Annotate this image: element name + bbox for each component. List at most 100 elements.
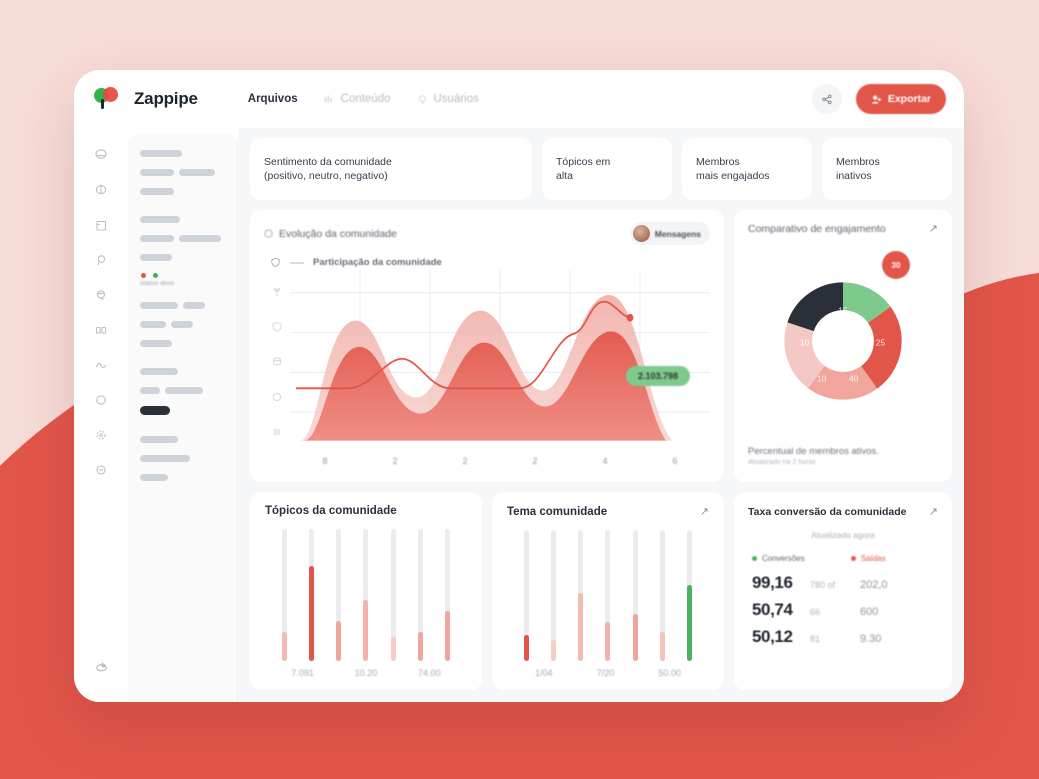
menu-icon [271, 425, 283, 437]
circle-icon [271, 390, 283, 402]
bar-column [363, 529, 369, 661]
bar-label: 74.00 [418, 668, 441, 678]
conversion-card-header: Taxa conversão da comunidade ↗ [748, 505, 938, 519]
bottom-row: Tópicos da comunidade 7.091 10.20 [250, 492, 952, 690]
kpi-card-membros-inativos[interactable]: Membros inativos [822, 138, 952, 200]
activity-icon[interactable] [91, 356, 111, 376]
kpi-card-membros-engajados[interactable]: Membros mais engajados [682, 138, 812, 200]
topics-card-title: Tópicos da comunidade [265, 505, 397, 517]
table-row: 99,16 780 of 202,0 [752, 573, 938, 593]
brand-name: Zappipe [134, 89, 198, 108]
status-label: Status ativo [140, 281, 174, 287]
bar-label: 10.20 [354, 668, 378, 678]
bar-label: 7/20 [596, 668, 615, 678]
arrow-up-right-icon[interactable]: ↗ [699, 506, 709, 518]
circle-icon[interactable] [91, 391, 111, 411]
stat-sub-value: 81 [810, 634, 821, 644]
bar-column [417, 529, 423, 661]
export-button-label: Exportar [887, 93, 931, 105]
search-icon[interactable] [91, 251, 111, 271]
skeleton-bar [140, 455, 190, 462]
share-icon[interactable] [811, 84, 842, 114]
stat-right-value: 9.30 [860, 633, 882, 645]
bookmark-icon[interactable] [91, 216, 111, 236]
skeleton-bar [140, 340, 172, 347]
kpi-line-1: Membros [836, 155, 880, 168]
bar-column [390, 529, 396, 661]
icon-rail [74, 128, 128, 702]
kpi-card-sentimento[interactable]: Sentimento da comunidade (positivo, neut… [250, 138, 532, 200]
skeleton-bar [140, 436, 178, 443]
sprout-icon [271, 285, 283, 297]
user-plus-icon [871, 95, 881, 104]
conversion-rows: 99,16 780 of 202,0 50,74 66 600 50,12 81 [748, 573, 938, 647]
compass-icon[interactable] [91, 426, 111, 446]
nav-skeleton-group [140, 150, 225, 201]
bar-column [336, 529, 342, 661]
bar-column [551, 530, 557, 661]
legend-dot-green [752, 556, 757, 561]
avatar [632, 225, 650, 242]
bars-icon [324, 94, 335, 105]
nav-label: Conteúdo [340, 93, 391, 105]
area-series-active [304, 331, 666, 441]
topics-card-header: Tópicos da comunidade [265, 505, 467, 517]
skeleton-bar [183, 302, 205, 309]
topics-bar-labels: 7.091 10.20 74.00 [265, 661, 467, 678]
legend-dash [290, 261, 304, 264]
donut-chart: 15 25 40 10 10 30 [748, 235, 938, 446]
arrow-up-right-icon[interactable]: ↗ [928, 223, 938, 235]
skeleton-bar [140, 254, 172, 261]
app-window: Zappipe Arquivos Conteúdo Usuários [74, 70, 964, 702]
theme-bars [507, 518, 709, 661]
line-end-point [626, 313, 634, 322]
chart-card-title: Evolução da comunidade [279, 227, 397, 240]
skeleton-bar-active[interactable] [140, 406, 170, 415]
nav-item-arquivos[interactable]: Arquivos [248, 93, 298, 105]
chart-icon[interactable] [91, 321, 111, 341]
two-circles-logo-icon [94, 87, 120, 111]
minus-circle-icon[interactable] [91, 461, 111, 481]
home-icon[interactable] [91, 146, 111, 166]
nav-skeleton-group [140, 302, 225, 353]
chat-icon[interactable] [91, 181, 111, 201]
export-button[interactable]: Exportar [855, 84, 946, 114]
skeleton-bar [140, 169, 174, 176]
stat-right-value: 600 [860, 606, 879, 618]
conversion-stat-card: Taxa conversão da comunidade ↗ Atualizad… [734, 492, 952, 690]
nav-skeleton-group [140, 368, 225, 421]
kpi-card-topicos[interactable]: Tópicos em alta [542, 138, 672, 200]
topics-bar-card: Tópicos da comunidade 7.091 10.20 [250, 492, 482, 690]
nav-item-conteudo[interactable]: Conteúdo [324, 93, 391, 105]
skeleton-bar [165, 387, 203, 394]
skeleton-bar [140, 321, 166, 328]
chart-tooltip: 2.103.798 [625, 365, 690, 386]
donut-segment-2 [784, 281, 902, 400]
tag-icon[interactable] [91, 286, 111, 306]
x-tick: 2 [532, 456, 538, 466]
topics-bars [265, 517, 467, 661]
app-header: Zappipe Arquivos Conteúdo Usuários [74, 70, 964, 128]
dashboard-content: Sentimento da comunidade (positivo, neut… [238, 128, 964, 702]
chart-x-axis: 8 2 2 2 4 6 [290, 452, 710, 474]
nav-item-usuarios[interactable]: Usuários [417, 93, 479, 105]
area-chart-svg [290, 270, 710, 441]
settings-icon[interactable] [91, 656, 111, 676]
x-tick: 2 [392, 456, 398, 466]
bar-column [632, 530, 638, 661]
theme-bar-card: Tema comunidade ↗ 1/04 7/20 [492, 492, 724, 690]
kpi-line-2: mais engajados [696, 170, 770, 182]
chart-user-chip[interactable]: Mensagens [629, 222, 710, 245]
shield-icon [271, 257, 280, 268]
skeleton-bar [140, 235, 174, 242]
bar-label: 1/04 [535, 668, 553, 678]
skeleton-bar [179, 169, 215, 176]
engagement-donut-card: Comparativo de engajamento ↗ 15 25 4 [734, 210, 952, 482]
shield-icon [271, 320, 283, 333]
arrow-up-right-icon[interactable]: ↗ [928, 506, 938, 518]
chip-label: Mensagens [654, 228, 701, 239]
table-row: 50,12 81 9.30 [752, 627, 938, 647]
donut-label-4: 10 [817, 373, 827, 383]
stat-value: 99,16 [752, 573, 793, 592]
kpi-line-2: inativos [836, 170, 872, 182]
